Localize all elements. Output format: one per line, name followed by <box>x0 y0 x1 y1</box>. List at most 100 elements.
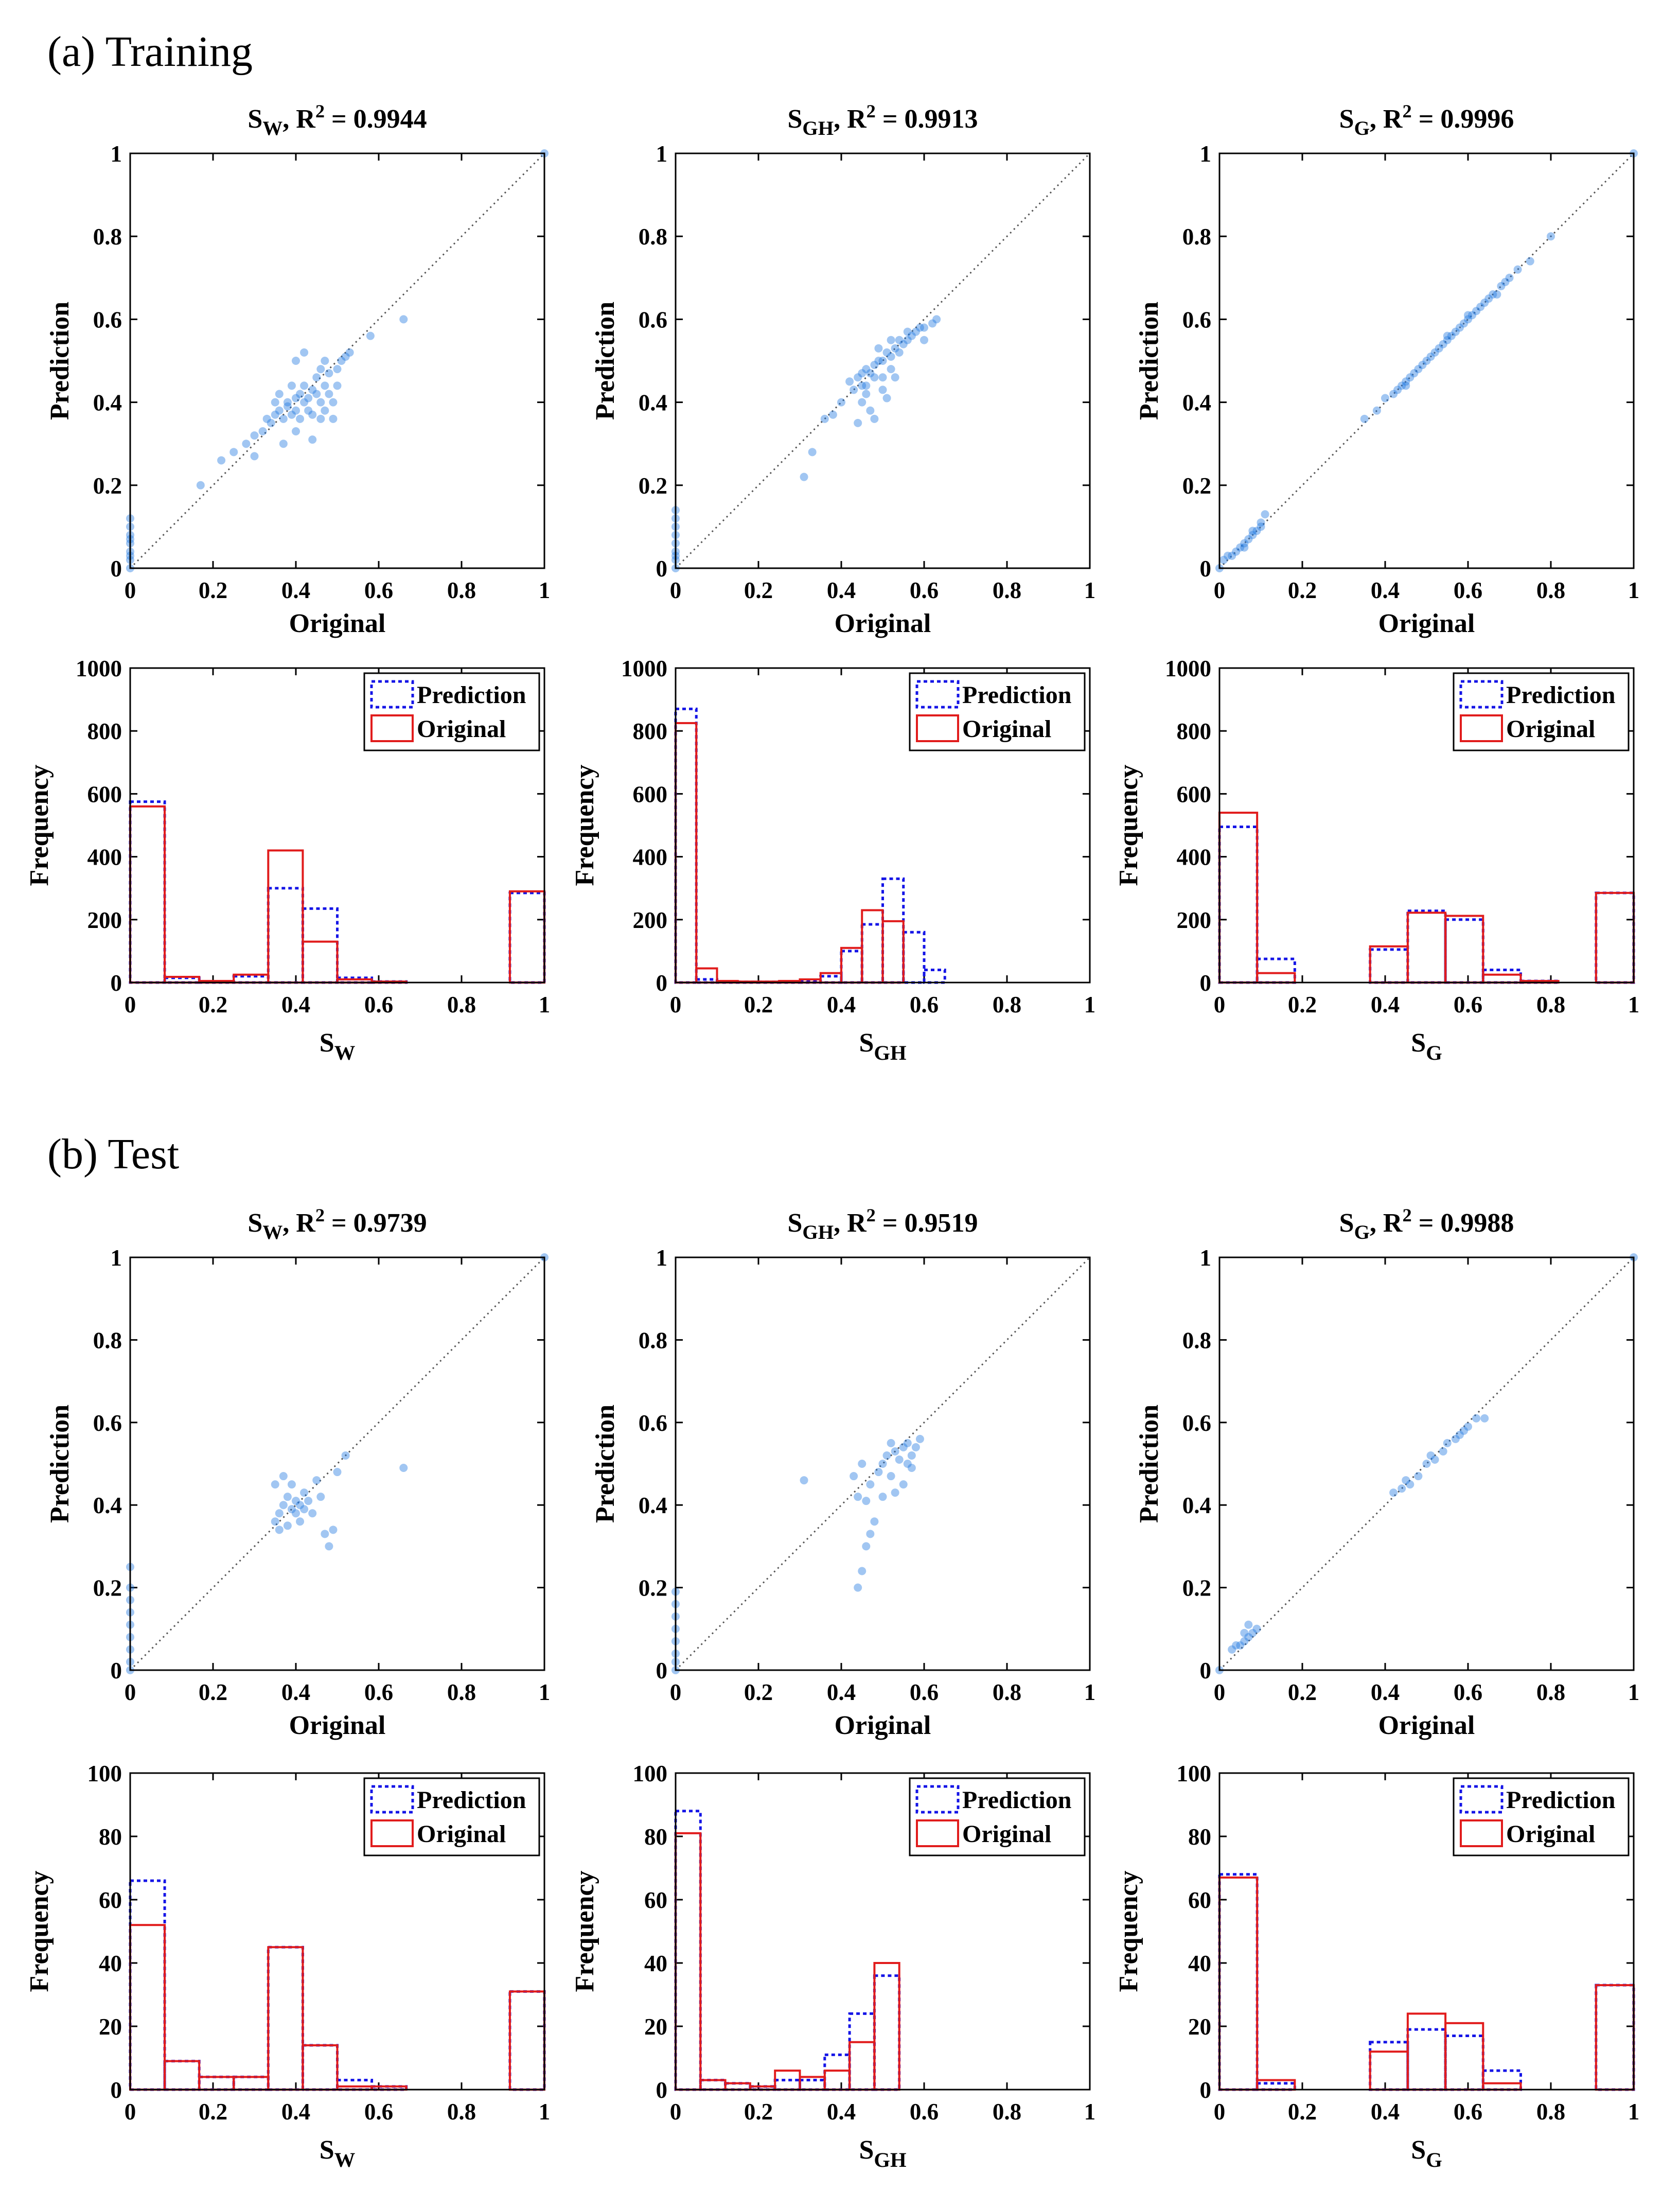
data-point <box>920 323 928 332</box>
x-tick-label: 1 <box>539 577 551 603</box>
data-point <box>329 414 338 423</box>
data-point <box>279 414 288 423</box>
data-point <box>292 427 300 436</box>
train-hist-sw: 0 0.2 0.4 0.6 0.8 1 0 200 400 600 800 1000 Predictio… <box>25 656 550 1064</box>
legend-swatch-original <box>916 714 959 742</box>
y-tick-label: 1 <box>656 141 668 167</box>
x-tick-label: 0 <box>1214 2099 1226 2125</box>
x-tick-label: 0.8 <box>447 2099 476 2125</box>
train-hist-sgh: 0 0.2 0.4 0.6 0.8 1 0 200 400 600 800 1000 Predictio… <box>570 656 1095 1064</box>
data-point <box>1248 531 1257 539</box>
y-tick-label: 60 <box>644 1887 667 1913</box>
data-point <box>1414 1472 1423 1481</box>
data-point <box>271 410 279 419</box>
data-point <box>333 365 342 374</box>
x-axis-label: Original <box>289 609 386 638</box>
x-tick-label: 0.4 <box>827 577 856 603</box>
x-tick-label: 0.2 <box>744 2099 773 2125</box>
plot-frame <box>129 152 545 569</box>
y-tick-label: 600 <box>633 781 668 807</box>
plot-title: SGH, R2 = 0.9519 <box>788 1205 978 1243</box>
data-point <box>862 390 871 398</box>
legend-swatch-prediction <box>370 1785 414 1814</box>
y-tick-label: 40 <box>644 1951 667 1976</box>
y-tick-label: 200 <box>633 907 668 933</box>
x-tick-label: 0.8 <box>447 577 476 603</box>
plot-title: SG, R2 = 0.9996 <box>1339 101 1514 139</box>
data-point <box>891 1488 899 1497</box>
data-point <box>915 1434 924 1443</box>
data-point <box>858 369 866 378</box>
data-point <box>275 1526 284 1534</box>
y-tick-label: 0.4 <box>93 390 122 416</box>
x-tick-label: 0.8 <box>1536 1679 1565 1705</box>
x-tick-label: 0.2 <box>744 577 773 603</box>
data-point <box>1389 390 1398 398</box>
train-scatter-sw: 0 0.2 0.4 0.6 0.8 1 0 0.2 0.4 0.6 0.8 1 SW, R2 = 0.9… <box>45 101 550 638</box>
y-tick-label: 80 <box>1188 1824 1211 1850</box>
y-tick-label: 0.8 <box>93 1327 122 1353</box>
data-point <box>1248 1628 1257 1637</box>
x-tick-label: 0 <box>670 992 682 1018</box>
data-point <box>895 336 904 344</box>
legend-swatch-original <box>370 714 414 742</box>
data-point <box>316 365 325 374</box>
y-tick-label: 1000 <box>1165 656 1211 681</box>
y-tick-label: 80 <box>644 1824 667 1850</box>
y-axis-label: Prediction <box>1135 302 1164 420</box>
data-point <box>229 448 238 457</box>
data-point <box>932 315 941 324</box>
y-axis-label: Prediction <box>1135 1405 1164 1523</box>
data-point <box>874 1468 883 1477</box>
plot-frame <box>1218 667 1635 984</box>
legend-label-prediction: Prediction <box>962 681 1071 709</box>
plot-frame <box>129 1256 545 1671</box>
data-point <box>304 394 313 402</box>
data-point <box>1406 1480 1414 1489</box>
data-point <box>1372 406 1381 415</box>
data-point <box>907 331 916 340</box>
legend-label-original: Original <box>417 715 506 743</box>
x-tick-label: 0.2 <box>1288 2099 1317 2125</box>
x-tick-label: 0 <box>125 1679 136 1705</box>
data-point <box>1484 294 1493 303</box>
data-point <box>1228 551 1236 560</box>
y-tick-label: 0.4 <box>1182 390 1211 416</box>
section-label-test: (b) Test <box>47 1130 179 1178</box>
legend-box <box>363 1777 540 1856</box>
data-point <box>262 414 271 423</box>
data-point <box>292 394 300 402</box>
data-point <box>1360 414 1369 423</box>
data-point <box>1513 265 1522 274</box>
data-point <box>325 369 333 378</box>
x-tick-label: 0.4 <box>1371 992 1400 1018</box>
data-point <box>907 1451 916 1460</box>
x-tick-label: 0 <box>1214 1679 1226 1705</box>
y-tick-label: 0 <box>656 2077 668 2103</box>
data-point <box>325 390 333 398</box>
data-point <box>308 1509 317 1518</box>
data-point <box>341 1451 350 1460</box>
data-point <box>1430 348 1439 357</box>
section-label-training: (a) Training <box>47 28 253 76</box>
y-tick-label: 0.2 <box>1182 1575 1211 1601</box>
legend-label-original: Original <box>962 1820 1051 1848</box>
data-point <box>1497 282 1506 290</box>
data-point <box>1402 381 1410 390</box>
data-point <box>866 1480 875 1489</box>
data-point <box>1406 373 1414 382</box>
y-tick-label: 20 <box>1188 2014 1211 2040</box>
data-point <box>1252 527 1261 535</box>
x-tick-label: 0.6 <box>364 577 393 603</box>
x-tick-label: 1 <box>1628 2099 1640 2125</box>
data-point <box>271 1517 279 1526</box>
data-point <box>271 398 279 407</box>
data-point <box>1393 385 1402 394</box>
data-point <box>399 1464 408 1473</box>
data-point <box>895 1455 904 1464</box>
data-point <box>1480 1414 1489 1423</box>
data-point <box>862 1497 871 1505</box>
legend-swatch-original <box>1460 1819 1503 1847</box>
legend-swatch-original <box>916 1819 959 1847</box>
